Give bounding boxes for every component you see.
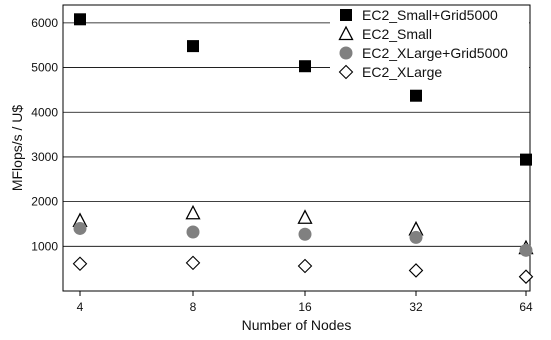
y-tick-label: 1000 bbox=[31, 239, 58, 253]
x-axis-title: Number of Nodes bbox=[242, 317, 352, 333]
y-tick-label: 4000 bbox=[31, 105, 58, 119]
data-point-series-4 bbox=[185, 255, 201, 271]
data-point-series-3 bbox=[519, 243, 533, 257]
legend-marker-3 bbox=[339, 46, 353, 60]
data-point-series-4 bbox=[297, 258, 313, 274]
legend-background bbox=[330, 6, 529, 83]
y-tick-label: 6000 bbox=[31, 16, 58, 30]
legend: EC2_Small+Grid5000 EC2_Small EC2_XLarge+Gr… bbox=[330, 6, 529, 83]
plot-frame bbox=[62, 4, 531, 292]
x-tick-label: 8 bbox=[190, 300, 197, 314]
data-point-series-3 bbox=[73, 221, 87, 235]
y-tick-label: 3000 bbox=[31, 150, 58, 164]
legend-label: EC2_Small bbox=[362, 26, 432, 42]
data-point-series-4 bbox=[72, 256, 88, 272]
legend-label: EC2_XLarge bbox=[362, 64, 442, 80]
legend-marker-2 bbox=[338, 25, 354, 41]
data-point-series-3 bbox=[298, 227, 312, 241]
x-tick-label: 32 bbox=[409, 300, 423, 314]
data-point-series-4 bbox=[408, 263, 424, 278]
grid-layer bbox=[63, 22, 530, 247]
data-point-series-1 bbox=[74, 13, 86, 26]
data-point-series-3 bbox=[186, 225, 200, 239]
data-point-series-4 bbox=[518, 269, 534, 284]
x-tick-label: 64 bbox=[519, 300, 533, 314]
data-point-series-1 bbox=[299, 60, 311, 73]
legend-marker-1 bbox=[340, 9, 352, 21]
data-point-series-2 bbox=[185, 204, 201, 220]
data-point-series-1 bbox=[410, 89, 422, 102]
legend-label: EC2_Small+Grid5000 bbox=[362, 7, 498, 23]
y-tick-label: 5000 bbox=[31, 61, 58, 75]
marker-layer bbox=[72, 13, 534, 284]
legend-label: EC2_XLarge+Grid5000 bbox=[362, 45, 508, 61]
y-tick-label: 2000 bbox=[31, 195, 58, 209]
tick-layer: 1000 2000 3000 4000 5000 6000 4 8 16 32 64 bbox=[31, 16, 533, 314]
data-point-series-1 bbox=[187, 40, 199, 53]
y-axis-title: MFlops/s / U$ bbox=[9, 105, 25, 192]
x-tick-label: 4 bbox=[77, 300, 84, 314]
data-point-series-1 bbox=[520, 153, 532, 166]
data-point-series-3 bbox=[409, 230, 423, 244]
data-point-series-2 bbox=[297, 209, 313, 224]
legend-marker-4 bbox=[338, 64, 354, 80]
x-tick-label: 16 bbox=[298, 300, 312, 314]
